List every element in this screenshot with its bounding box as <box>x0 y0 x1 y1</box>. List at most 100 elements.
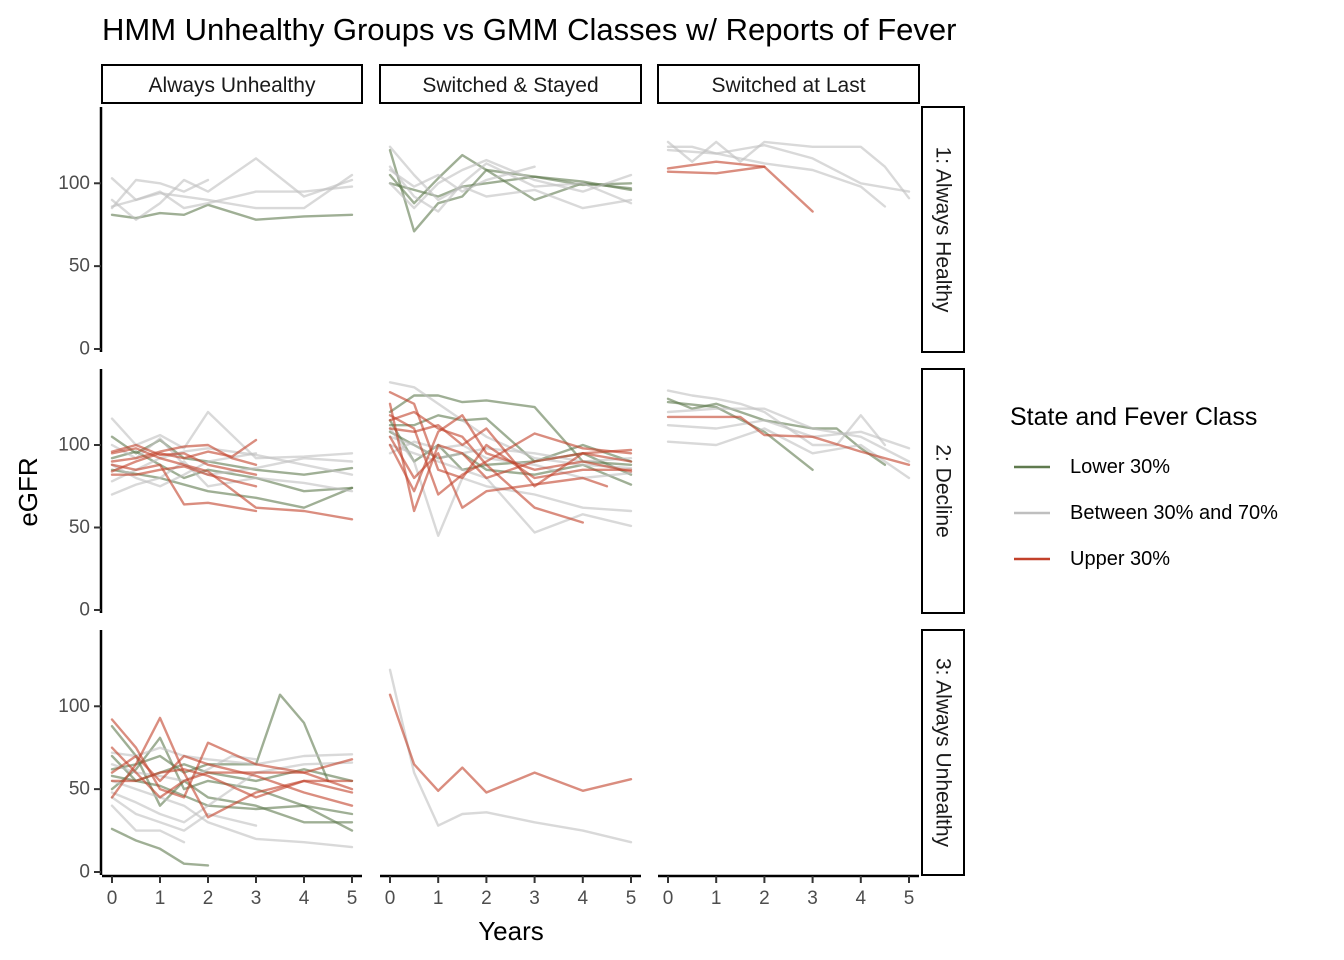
x-tick-label: 2 <box>481 888 492 909</box>
x-tick-label: 1 <box>433 888 444 909</box>
series-line <box>110 443 258 466</box>
x-tick-label: 0 <box>385 888 396 909</box>
series-line <box>388 693 633 794</box>
series-line <box>388 443 633 534</box>
chart-title: HMM Unhealthy Groups vs GMM Classes w/ R… <box>102 12 956 47</box>
series-line <box>110 410 354 460</box>
series-line <box>110 438 258 473</box>
series-line <box>110 774 354 816</box>
row-strip <box>921 629 965 876</box>
column-strip-label: Switched & Stayed <box>422 74 598 97</box>
series-line <box>110 761 354 824</box>
series-line <box>110 447 354 521</box>
row-strip <box>921 368 965 614</box>
legend-title: State and Fever Class <box>1010 403 1257 431</box>
series-line <box>666 144 911 193</box>
series-line <box>110 463 258 513</box>
series-line <box>666 400 814 471</box>
series-line <box>110 779 354 849</box>
series-line <box>388 435 609 509</box>
series-line <box>110 736 354 832</box>
series-line <box>110 827 210 867</box>
y-tick-label: 0 <box>79 339 90 360</box>
panel-1-2 <box>666 389 911 480</box>
series-line <box>666 427 911 480</box>
column-strip <box>101 64 363 104</box>
x-tick-label: 5 <box>347 888 358 909</box>
y-tick-label: 0 <box>79 600 90 621</box>
column-strip-label: Switched at Last <box>711 74 865 97</box>
series-line <box>110 178 210 210</box>
series-line <box>388 158 633 210</box>
series-line <box>388 165 536 193</box>
y-tick-label: 0 <box>79 862 90 883</box>
series-line <box>388 414 633 463</box>
series-line <box>110 443 258 476</box>
y-tick-label: 50 <box>69 517 90 538</box>
y-tick-label: 50 <box>69 779 90 800</box>
series-line <box>666 160 766 170</box>
x-tick-label: 0 <box>107 888 118 909</box>
panel-0-0 <box>110 157 354 221</box>
column-strip-label: Always Unhealthy <box>149 74 316 97</box>
series-line <box>388 148 633 233</box>
series-line <box>110 173 354 210</box>
series-line <box>388 145 633 210</box>
row-strip-label: 2: Decline <box>932 444 955 537</box>
x-tick-label: 0 <box>663 888 674 909</box>
series-line <box>110 796 258 832</box>
series-line <box>110 157 354 221</box>
series-line <box>110 746 354 799</box>
y-tick-label: 50 <box>69 256 90 277</box>
legend-label: Between 30% and 70% <box>1070 502 1278 524</box>
series-line <box>110 804 186 844</box>
series-line <box>110 460 354 496</box>
panel-2-0 <box>110 693 354 867</box>
panel-0-1 <box>388 145 633 233</box>
panel-grid <box>110 140 911 867</box>
y-tick-label: 100 <box>58 173 90 194</box>
row-strip <box>921 106 965 353</box>
series-line <box>388 402 633 513</box>
series-line <box>388 424 633 488</box>
column-strip <box>657 64 920 104</box>
x-tick-label: 3 <box>807 888 818 909</box>
series-line <box>388 668 633 844</box>
row-strip-label: 1: Always Healthy <box>932 147 955 313</box>
panel-2-1 <box>388 668 633 844</box>
panel-1-1 <box>388 381 633 537</box>
column-strip <box>379 64 642 104</box>
series-line <box>388 162 633 213</box>
y-axis-label: eGFR <box>13 457 43 526</box>
legend-label: Lower 30% <box>1070 456 1170 478</box>
series-line <box>110 768 354 799</box>
x-tick-label: 5 <box>904 888 915 909</box>
series-line <box>666 415 911 466</box>
x-tick-label: 4 <box>299 888 310 909</box>
series-line <box>666 165 814 213</box>
series-line <box>388 394 633 466</box>
series-line <box>666 389 887 447</box>
panel-0-2 <box>666 140 911 213</box>
y-tick-label: 100 <box>58 696 90 717</box>
series-line <box>666 140 911 200</box>
row-strip-label: 3: Always Unhealthy <box>932 658 955 848</box>
series-line <box>388 414 633 493</box>
x-tick-label: 1 <box>155 888 166 909</box>
x-tick-label: 4 <box>856 888 867 909</box>
x-tick-label: 1 <box>711 888 722 909</box>
series-line <box>388 414 633 496</box>
series-line <box>110 465 258 488</box>
series-line <box>666 148 887 208</box>
legend: State and Fever Class Lower 30% Between 3… <box>1010 403 1278 570</box>
x-tick-label: 3 <box>251 888 262 909</box>
x-tick-label: 5 <box>626 888 637 909</box>
series-line <box>666 407 911 463</box>
x-tick-label: 2 <box>759 888 770 909</box>
legend-label: Upper 30% <box>1070 548 1170 570</box>
x-tick-label: 2 <box>203 888 214 909</box>
facet-strips: Always Unhealthy Switched & Stayed Switche… <box>101 64 965 876</box>
x-tick-label: 3 <box>529 888 540 909</box>
series-line <box>666 419 911 450</box>
